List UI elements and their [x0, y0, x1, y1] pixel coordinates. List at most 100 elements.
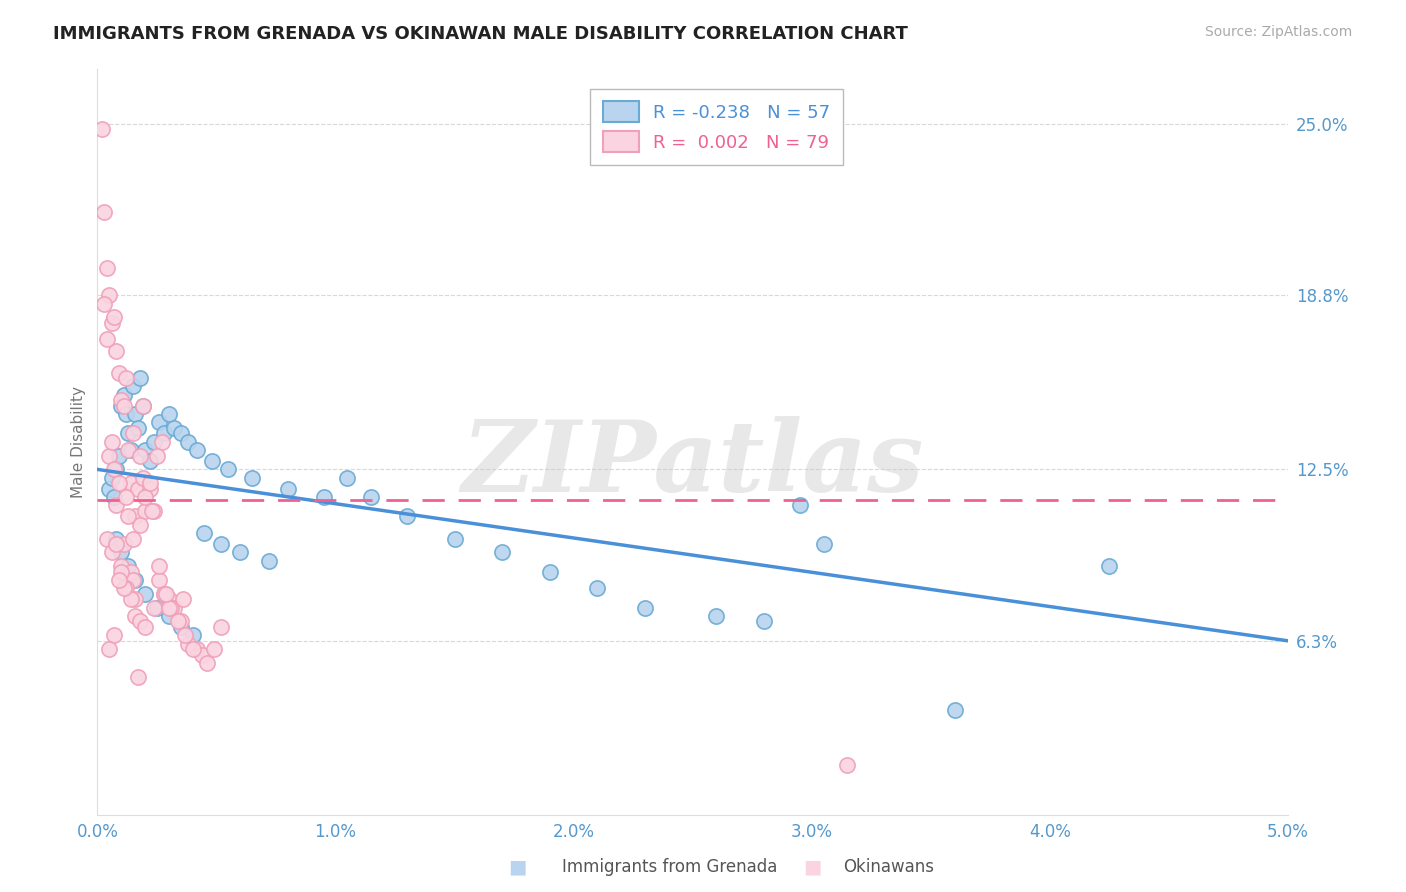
Point — [360, 490, 382, 504]
Point — [110, 559, 132, 574]
Point — [112, 537, 135, 551]
Point — [105, 499, 128, 513]
Point — [117, 509, 139, 524]
Point — [240, 471, 263, 485]
Point — [181, 628, 204, 642]
Point — [202, 642, 225, 657]
Point — [229, 545, 252, 559]
Point — [586, 582, 609, 596]
Text: ■: ■ — [803, 857, 823, 876]
Point — [127, 670, 149, 684]
Point — [167, 615, 190, 629]
Point — [209, 537, 232, 551]
Point — [138, 454, 160, 468]
Point — [160, 600, 183, 615]
Point — [170, 426, 193, 441]
Point — [146, 600, 169, 615]
Point — [837, 758, 859, 772]
Point — [134, 504, 156, 518]
Point — [105, 537, 128, 551]
Point — [153, 587, 176, 601]
Point — [170, 620, 193, 634]
Point — [752, 615, 775, 629]
Point — [155, 587, 177, 601]
Point — [162, 600, 184, 615]
Point — [124, 592, 146, 607]
Point — [110, 399, 132, 413]
Point — [162, 421, 184, 435]
Point — [148, 416, 170, 430]
Point — [336, 471, 359, 485]
Point — [100, 471, 122, 485]
Point — [312, 490, 335, 504]
Point — [150, 434, 173, 449]
Point — [186, 642, 208, 657]
Point — [789, 499, 811, 513]
Point — [141, 504, 163, 518]
Text: Immigrants from Grenada: Immigrants from Grenada — [562, 858, 778, 876]
Point — [120, 476, 142, 491]
Point — [96, 260, 118, 275]
Point — [217, 462, 239, 476]
Y-axis label: Male Disability: Male Disability — [72, 385, 86, 498]
Point — [1098, 559, 1121, 574]
Point — [143, 504, 166, 518]
Point — [96, 532, 118, 546]
Point — [174, 628, 197, 642]
Point — [127, 482, 149, 496]
Point — [110, 565, 132, 579]
Point — [103, 490, 125, 504]
Point — [124, 609, 146, 624]
Point — [122, 532, 145, 546]
Point — [120, 565, 142, 579]
Point — [112, 582, 135, 596]
Point — [201, 454, 224, 468]
Point — [98, 449, 121, 463]
Point — [146, 449, 169, 463]
Point — [117, 426, 139, 441]
Point — [110, 545, 132, 559]
Point — [257, 554, 280, 568]
Point — [395, 509, 418, 524]
Point — [91, 122, 114, 136]
Text: Okinawans: Okinawans — [844, 858, 935, 876]
Point — [124, 407, 146, 421]
Point — [103, 628, 125, 642]
Point — [134, 587, 156, 601]
Point — [191, 648, 214, 662]
Point — [195, 656, 218, 670]
Point — [110, 393, 132, 408]
Point — [177, 636, 200, 650]
Point — [112, 399, 135, 413]
Point — [122, 379, 145, 393]
Point — [117, 443, 139, 458]
Point — [112, 388, 135, 402]
Text: IMMIGRANTS FROM GRENADA VS OKINAWAN MALE DISABILITY CORRELATION CHART: IMMIGRANTS FROM GRENADA VS OKINAWAN MALE… — [53, 25, 908, 43]
Point — [98, 642, 121, 657]
Point — [209, 620, 232, 634]
Point — [134, 490, 156, 504]
Point — [120, 592, 142, 607]
Legend: R = -0.238   N = 57, R =  0.002   N = 79: R = -0.238 N = 57, R = 0.002 N = 79 — [591, 88, 842, 165]
Point — [129, 449, 152, 463]
Point — [186, 443, 208, 458]
Point — [93, 205, 115, 219]
Point — [98, 482, 121, 496]
Text: ■: ■ — [508, 857, 527, 876]
Point — [103, 310, 125, 325]
Point — [138, 476, 160, 491]
Point — [193, 526, 215, 541]
Point — [107, 476, 129, 491]
Point — [107, 573, 129, 587]
Point — [120, 443, 142, 458]
Point — [943, 703, 966, 717]
Point — [124, 509, 146, 524]
Point — [103, 462, 125, 476]
Point — [157, 600, 180, 615]
Point — [277, 482, 299, 496]
Point — [115, 407, 138, 421]
Point — [177, 434, 200, 449]
Point — [181, 642, 204, 657]
Point — [148, 573, 170, 587]
Point — [153, 426, 176, 441]
